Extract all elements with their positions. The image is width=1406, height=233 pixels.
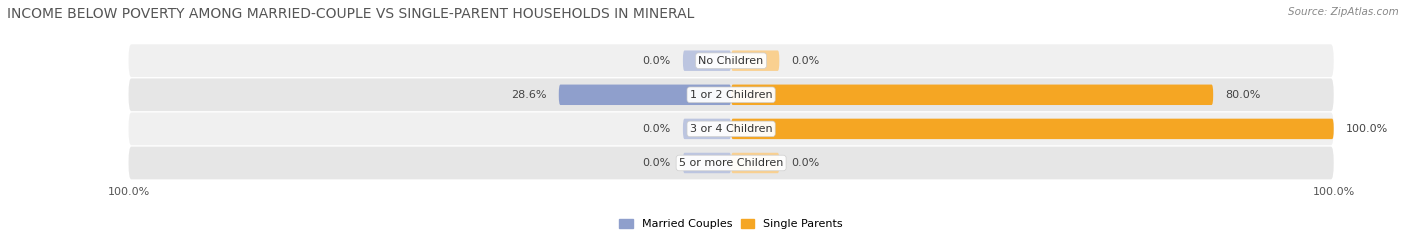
- Text: 80.0%: 80.0%: [1225, 90, 1261, 100]
- Text: 0.0%: 0.0%: [792, 56, 820, 66]
- FancyBboxPatch shape: [683, 153, 731, 173]
- FancyBboxPatch shape: [558, 85, 731, 105]
- FancyBboxPatch shape: [128, 79, 1334, 111]
- Text: 5 or more Children: 5 or more Children: [679, 158, 783, 168]
- Text: 0.0%: 0.0%: [792, 158, 820, 168]
- FancyBboxPatch shape: [731, 153, 779, 173]
- FancyBboxPatch shape: [731, 119, 1334, 139]
- FancyBboxPatch shape: [731, 51, 779, 71]
- Text: 0.0%: 0.0%: [643, 124, 671, 134]
- Text: INCOME BELOW POVERTY AMONG MARRIED-COUPLE VS SINGLE-PARENT HOUSEHOLDS IN MINERAL: INCOME BELOW POVERTY AMONG MARRIED-COUPL…: [7, 7, 695, 21]
- Text: Source: ZipAtlas.com: Source: ZipAtlas.com: [1288, 7, 1399, 17]
- FancyBboxPatch shape: [128, 113, 1334, 145]
- FancyBboxPatch shape: [683, 51, 731, 71]
- Text: 100.0%: 100.0%: [1346, 124, 1388, 134]
- Text: 0.0%: 0.0%: [643, 56, 671, 66]
- FancyBboxPatch shape: [683, 119, 731, 139]
- Text: 0.0%: 0.0%: [643, 158, 671, 168]
- Text: 3 or 4 Children: 3 or 4 Children: [690, 124, 772, 134]
- Text: No Children: No Children: [699, 56, 763, 66]
- FancyBboxPatch shape: [128, 44, 1334, 77]
- Text: 1 or 2 Children: 1 or 2 Children: [690, 90, 772, 100]
- FancyBboxPatch shape: [128, 147, 1334, 179]
- Legend: Married Couples, Single Parents: Married Couples, Single Parents: [620, 219, 842, 229]
- Text: 28.6%: 28.6%: [512, 90, 547, 100]
- FancyBboxPatch shape: [731, 85, 1213, 105]
